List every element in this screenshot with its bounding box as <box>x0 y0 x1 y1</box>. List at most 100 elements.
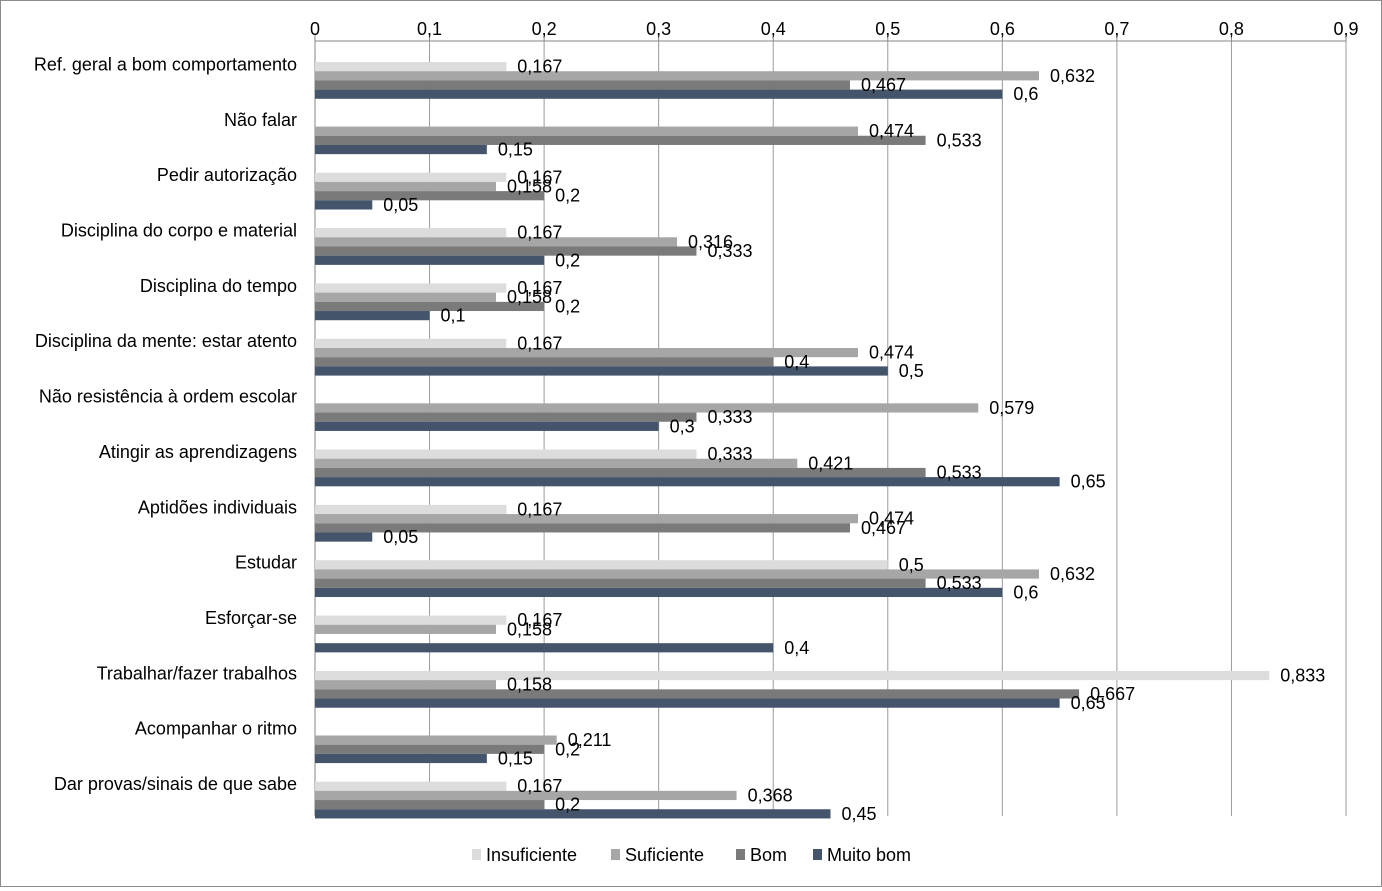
legend-swatch-insuficiente <box>472 849 481 860</box>
bar-muito-bom-ref-geral-a-bom-comportamento <box>315 89 1003 99</box>
data-label-muito-bom: 0,65 <box>1071 472 1106 492</box>
category-label: Aptidões individuais <box>138 497 297 517</box>
legend-swatch-suficiente <box>611 849 620 860</box>
data-label-suficiente: 0,421 <box>808 453 853 473</box>
data-label-bom: 0,4 <box>784 352 809 372</box>
bar-bom-disciplina-do-tempo <box>315 301 545 312</box>
data-label-muito-bom: 0,6 <box>1013 84 1038 104</box>
x-tick-label: 0,6 <box>990 19 1015 39</box>
bar-suficiente-disciplina-da-mente-estar-atento <box>315 347 858 358</box>
category-label: Não resistência à ordem escolar <box>39 387 297 407</box>
data-label-muito-bom: 0,05 <box>383 527 418 547</box>
bar-suficiente-estudar <box>315 569 1039 579</box>
bar-suficiente-pedir-autorizacao <box>315 181 496 192</box>
legend-label-bom: Bom <box>750 845 787 865</box>
bar-muito-bom-disciplina-do-tempo <box>315 311 430 321</box>
bar-muito-bom-acompanhar-o-ritmo <box>315 753 487 764</box>
data-label-insuficiente: 0,167 <box>517 610 562 630</box>
data-label-suficiente: 0,474 <box>869 121 914 141</box>
x-tick-label: 0,1 <box>417 19 442 39</box>
bar-bom-estudar <box>315 578 926 588</box>
bar-suficiente-acompanhar-o-ritmo <box>315 735 557 745</box>
data-label-suficiente: 0,158 <box>507 619 552 639</box>
data-label-suficiente: 0,474 <box>869 343 914 363</box>
data-label-insuficiente: 0,333 <box>707 444 752 464</box>
data-label-muito-bom: 0,15 <box>498 140 533 160</box>
data-label-muito-bom: 0,15 <box>498 748 533 768</box>
bar-insuficiente-pedir-autorizacao <box>315 172 507 182</box>
data-label-muito-bom: 0,45 <box>842 804 877 824</box>
bar-insuficiente-ref-geral-a-bom-comportamento <box>315 62 507 72</box>
data-label-insuficiente: 0,167 <box>517 278 562 298</box>
data-label-suficiente: 0,211 <box>568 730 612 750</box>
data-label-muito-bom: 0,2 <box>555 250 580 270</box>
category-label: Atingir as aprendizagens <box>99 442 297 462</box>
bar-muito-bom-nao-resistencia-a-ordem-escolar <box>315 421 659 431</box>
legend-label-muito-bom: Muito bom <box>827 845 911 865</box>
data-label-bom: 0,2 <box>555 739 580 759</box>
bar-suficiente-nao-falar <box>315 126 858 136</box>
bar-insuficiente-disciplina-da-mente-estar-atento <box>315 338 507 348</box>
category-label: Pedir autorização <box>157 165 297 185</box>
data-label-insuficiente: 0,167 <box>517 223 562 243</box>
data-label-insuficiente: 0,167 <box>517 333 562 353</box>
bar-bom-nao-falar <box>315 135 926 145</box>
bar-insuficiente-disciplina-do-tempo <box>315 283 507 293</box>
bar-insuficiente-estudar <box>315 560 888 570</box>
data-label-bom: 0,533 <box>937 130 982 150</box>
legend: Insuficiente Suficiente Bom Muito bom <box>472 845 911 865</box>
bars <box>315 62 1270 819</box>
legend-swatch-bom <box>736 849 745 860</box>
category-label: Esforçar-se <box>205 608 297 628</box>
legend-swatch-muito-bom <box>813 849 822 860</box>
data-label-bom: 0,2 <box>555 186 580 206</box>
data-label-insuficiente: 0,167 <box>517 776 562 796</box>
bar-muito-bom-disciplina-do-corpo-e-material <box>315 255 545 265</box>
x-tick-label: 0,7 <box>1104 19 1129 39</box>
bar-bom-nao-resistencia-a-ordem-escolar <box>315 412 697 422</box>
bar-bom-aptidoes-individuais <box>315 523 850 533</box>
x-tick-label: 0,4 <box>761 19 786 39</box>
x-tick-label: 0,8 <box>1219 19 1244 39</box>
data-label-bom: 0,467 <box>861 75 906 95</box>
data-label-suficiente: 0,368 <box>748 785 793 805</box>
bar-bom-disciplina-da-mente-estar-atento <box>315 357 774 367</box>
x-tick-label: 0,2 <box>532 19 557 39</box>
data-label-muito-bom: 0,3 <box>670 416 695 436</box>
x-tick-label: 0,3 <box>646 19 671 39</box>
data-label-insuficiente: 0,167 <box>517 57 562 77</box>
data-label-bom: 0,2 <box>555 795 580 815</box>
data-label-muito-bom: 0,1 <box>441 306 466 326</box>
data-label-suficiente: 0,632 <box>1050 564 1095 584</box>
bar-insuficiente-esforcar-se <box>315 615 507 625</box>
category-label: Não falar <box>224 110 297 130</box>
category-label: Estudar <box>235 553 297 573</box>
data-label-suficiente: 0,632 <box>1050 66 1095 86</box>
data-label-suficiente: 0,316 <box>688 232 733 252</box>
bar-suficiente-nao-resistencia-a-ordem-escolar <box>315 403 979 413</box>
bar-insuficiente-aptidoes-individuais <box>315 504 507 515</box>
bar-bom-pedir-autorizacao <box>315 191 545 201</box>
bar-suficiente-dar-provas-sinais-de-que-sabe <box>315 790 737 801</box>
data-label-bom: 0,533 <box>937 573 982 593</box>
legend-label-suficiente: Suficiente <box>625 845 704 865</box>
data-label-bom: 0,333 <box>707 241 752 261</box>
bar-muito-bom-estudar <box>315 587 1003 598</box>
data-label-muito-bom: 0,4 <box>784 638 809 658</box>
bar-muito-bom-nao-falar <box>315 144 487 155</box>
data-label-bom: 0,667 <box>1090 684 1135 704</box>
bar-suficiente-atingir-as-aprendizagens <box>315 458 798 468</box>
data-label-insuficiente: 0,5 <box>899 555 924 575</box>
category-label: Disciplina do corpo e material <box>61 221 297 241</box>
bar-bom-ref-geral-a-bom-comportamento <box>315 80 850 90</box>
bar-insuficiente-trabalhar-fazer-trabalhos <box>315 670 1270 681</box>
bar-bom-acompanhar-o-ritmo <box>315 744 545 754</box>
data-label-suficiente: 0,158 <box>507 287 552 307</box>
data-label-insuficiente: 0,167 <box>517 167 562 187</box>
bar-muito-bom-esforcar-se <box>315 643 774 653</box>
category-label: Ref. geral a bom comportamento <box>34 54 297 74</box>
bar-suficiente-disciplina-do-corpo-e-material <box>315 237 677 247</box>
